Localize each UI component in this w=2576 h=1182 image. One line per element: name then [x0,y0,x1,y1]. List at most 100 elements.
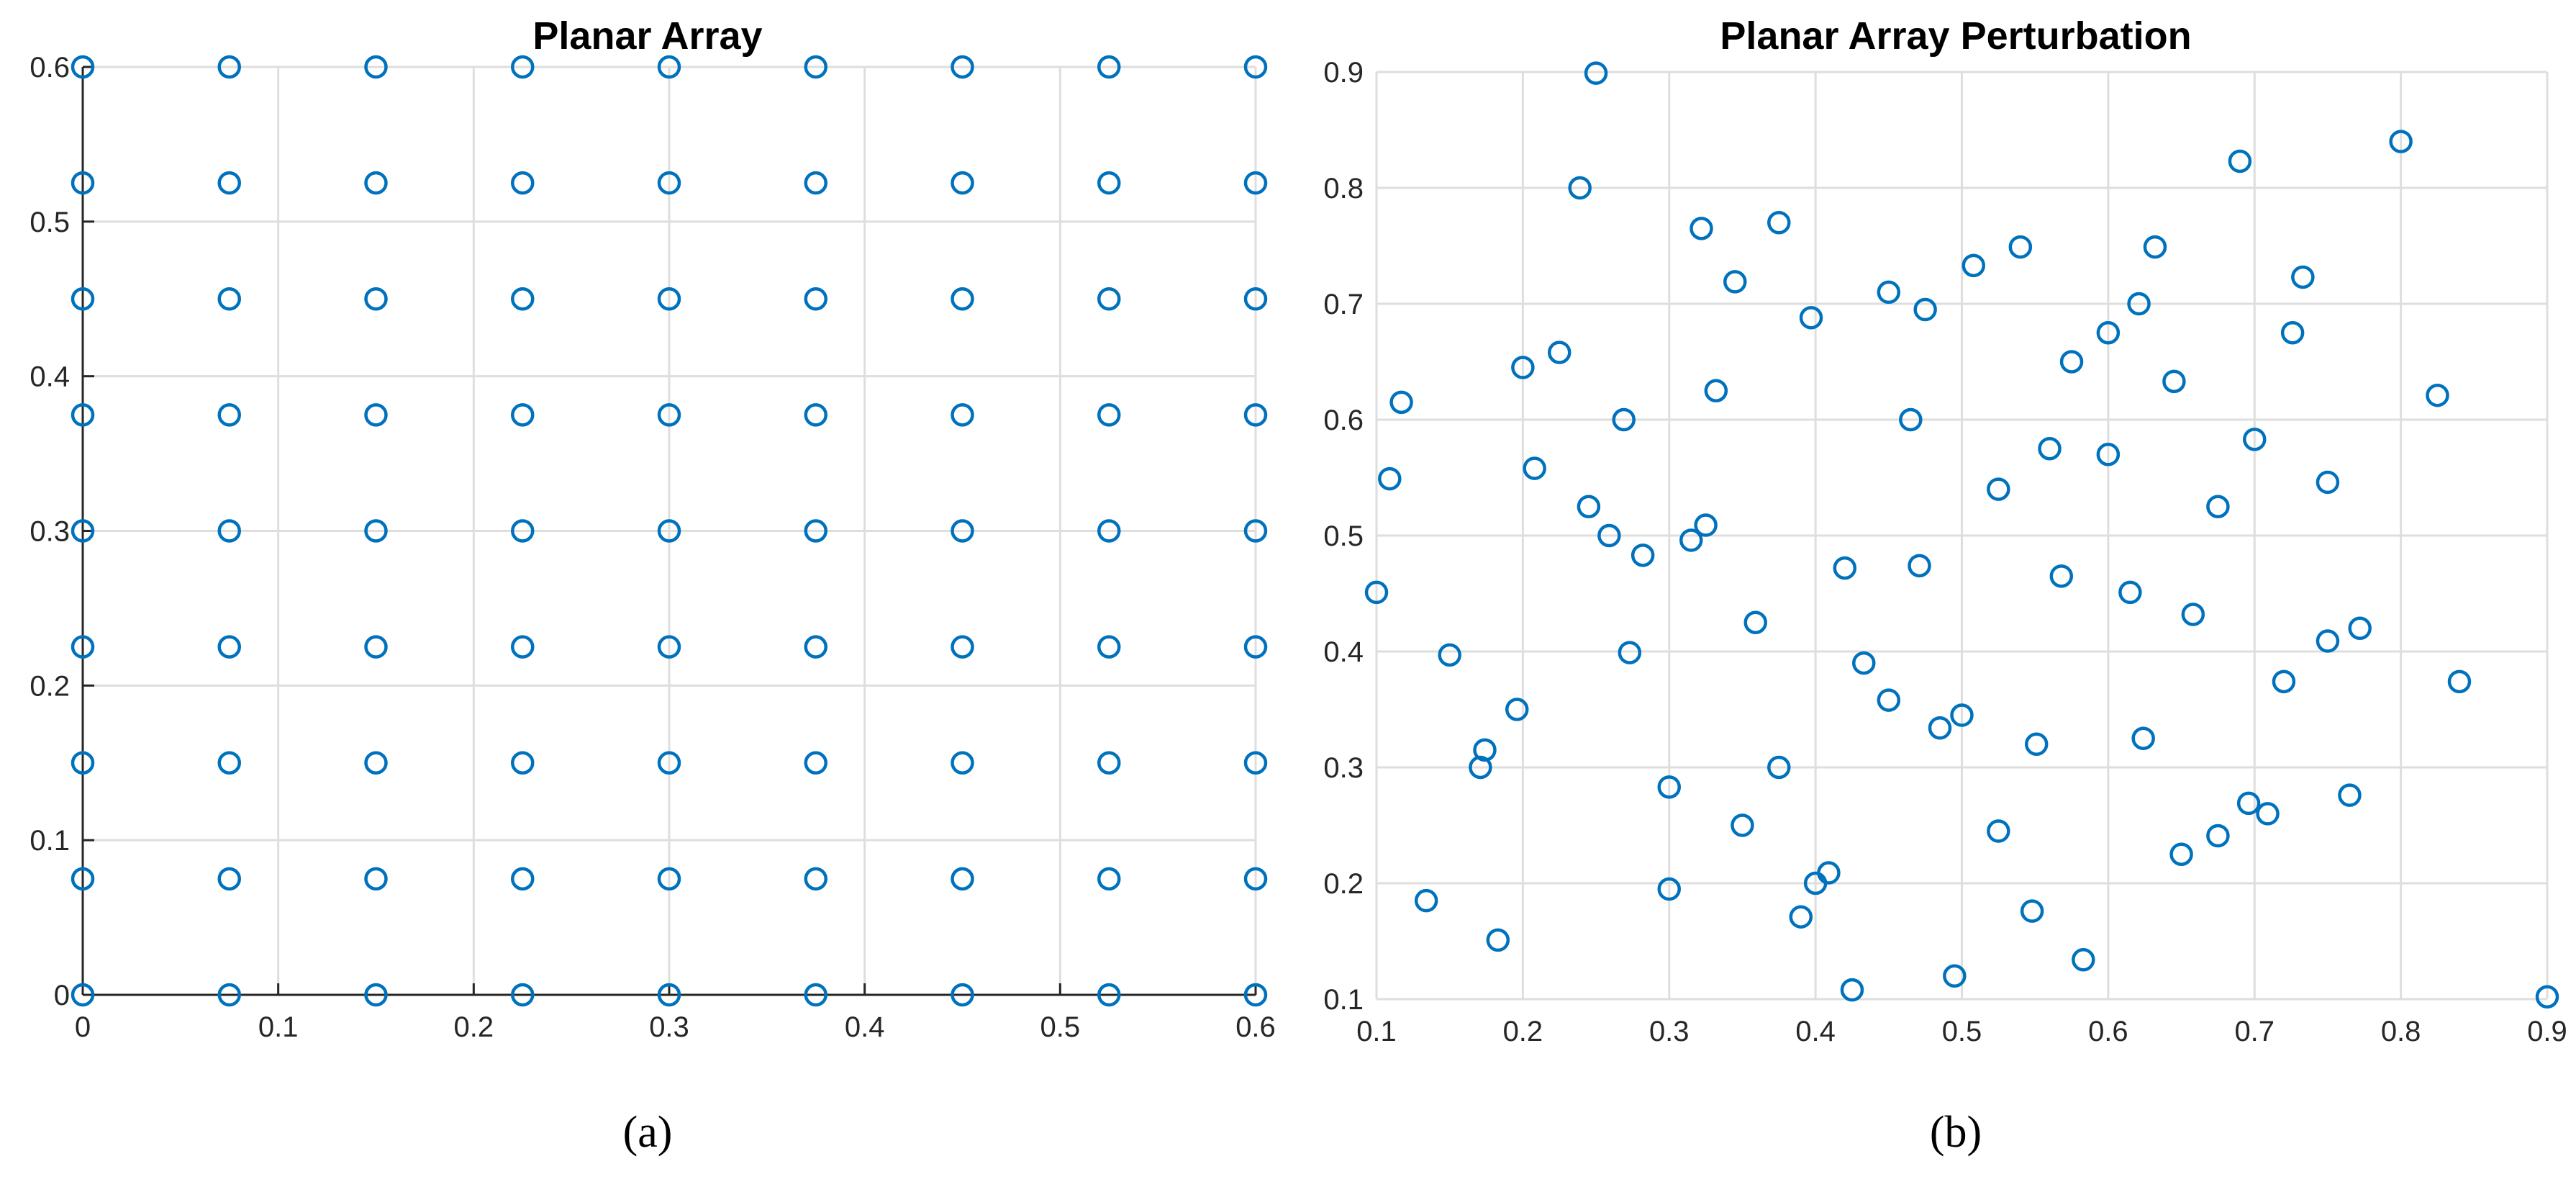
y-tick-label: 0.4 [1323,636,1364,668]
y-tick-labels: 0.1 0.2 0.3 0.4 0.5 0.6 0.7 0.8 0.9 [1323,57,1364,1016]
data-point [951,171,974,195]
y-tick-label: 0.1 [30,825,70,857]
data-point [217,55,241,79]
data-point [364,519,388,543]
data-point [1950,703,1974,727]
data-point [217,519,241,543]
grid [81,66,1257,996]
data-point [1817,861,1841,885]
data-point [1743,610,1767,634]
data-point [1657,877,1681,901]
data-point [1414,888,1438,913]
data-point [1908,554,1931,578]
data-point [1657,775,1681,799]
data-point [1243,55,1268,79]
data-point [951,403,974,427]
x-tick-label: 0.1 [258,1011,299,1043]
data-point [1097,519,1121,543]
data-point [657,519,681,543]
data-point [1378,466,1402,491]
data-point [657,751,681,775]
data-point [364,867,388,891]
data-points [1364,61,2559,1009]
data-point [2316,470,2340,495]
panel-caption: (a) [623,1108,673,1157]
data-point [2169,842,2193,866]
data-point [804,287,827,311]
data-point [1928,716,1952,740]
data-point [364,635,388,659]
chart-title: Planar Array Perturbation [1720,14,2191,58]
data-point [804,867,827,891]
data-point [804,983,827,1007]
data-point [1389,390,1413,415]
data-point [1618,641,1642,664]
data-point [1987,477,2010,501]
y-tick-label: 0.5 [1323,520,1364,552]
data-point [2206,495,2230,518]
data-point [1469,755,1492,780]
data-point [1547,340,1572,364]
data-point [217,635,241,659]
data-point [1364,580,1389,605]
data-point [2096,321,2121,345]
data-point [1243,287,1268,311]
data-point [2447,669,2472,694]
data-point [1723,270,1747,294]
data-point [1962,253,1986,278]
data-point [511,403,535,427]
data-point [1803,871,1828,895]
y-tick-label: 0.7 [1323,289,1364,320]
data-point [1987,819,2010,843]
data-point [364,287,388,311]
data-point [2008,235,2033,259]
data-point [71,983,95,1007]
data-point [217,171,241,195]
grid [1375,71,2549,1001]
data-point [71,519,95,543]
data-point [71,287,95,311]
data-point [1243,171,1268,195]
data-point [511,519,535,543]
data-point [2348,616,2372,641]
data-point [2316,629,2340,653]
x-tick-labels: 0.1 0.2 0.3 0.4 0.5 0.6 0.7 0.8 0.9 [1356,1016,2567,1047]
data-point [2024,732,2049,757]
data-point [1877,688,1901,712]
y-tick-label: 0.5 [30,207,70,238]
x-tick-label: 0.2 [454,1011,494,1043]
data-point [1505,698,1529,721]
data-point [364,403,388,427]
data-point [804,55,827,79]
chart-title: Planar Array [532,14,762,58]
data-point [657,403,681,427]
y-tick-label: 0 [54,980,70,1011]
y-tick-label: 0.1 [1323,984,1364,1016]
data-point [217,751,241,775]
data-point [217,403,241,427]
data-point [364,171,388,195]
data-point [364,55,388,79]
data-point [1597,523,1621,548]
data-point [2059,350,2084,374]
data-point [1243,403,1268,427]
y-tick-label: 0.3 [1323,752,1364,784]
data-point [1243,983,1268,1007]
data-point [1767,211,1791,235]
y-tick-label: 0.3 [30,516,70,548]
data-point [1840,978,1864,1002]
data-point [511,55,535,79]
data-point [2072,948,2095,972]
data-point [1631,543,1655,567]
x-tick-label: 0.4 [845,1011,885,1043]
planar-array-perturbation-panel: Planar Array Perturbation 0.1 0.2 0.3 0.4 0.… [1323,14,2567,1157]
data-point [2291,265,2315,289]
data-point [1097,635,1121,659]
data-point [364,751,388,775]
data-point [2236,791,2261,816]
data-point [1694,513,1718,537]
x-tick-label: 0.1 [1356,1016,1397,1047]
x-tick-label: 0.7 [2234,1016,2275,1047]
data-point [511,287,535,311]
